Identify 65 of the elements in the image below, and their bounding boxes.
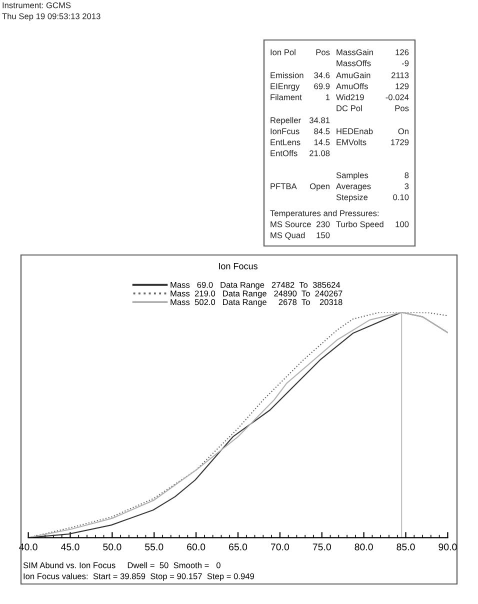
text: Repeller xyxy=(270,117,301,125)
text: 0.10 xyxy=(393,194,409,200)
text: Averages xyxy=(336,183,371,191)
x-tick-label: 75.0 xyxy=(312,544,331,550)
x-tick-label: 55.0 xyxy=(145,544,164,550)
text: AmuGain xyxy=(336,72,370,78)
text: PFTBA xyxy=(270,183,297,190)
text: 129 xyxy=(396,83,409,90)
text: DC Pol xyxy=(336,105,362,112)
text: 34.81 xyxy=(309,117,330,124)
text: EntLens xyxy=(270,139,300,146)
text: 69.9 xyxy=(314,83,330,90)
text: IonFcus xyxy=(270,128,300,134)
text: Stepsize xyxy=(336,194,368,202)
text: 100 xyxy=(396,221,409,228)
text: 126 xyxy=(396,49,409,56)
text: AmuOffs xyxy=(336,83,368,90)
x-tick-label: 45.0 xyxy=(61,544,80,550)
x-tick-label: 60.0 xyxy=(187,544,206,550)
legend-label: Mass 502.0 Data Range 2678 To 20318 xyxy=(170,299,342,307)
text: EMVolts xyxy=(336,139,366,146)
text: SIM Abund vs. Ion Focus Dwell = 50 Smooth = 0 xyxy=(23,562,220,568)
text: 150 xyxy=(316,232,330,238)
text: Turbo Speed xyxy=(336,221,384,229)
x-tick-label: 85.0 xyxy=(396,544,415,550)
text: 3 xyxy=(404,183,409,190)
text: 2113 xyxy=(391,72,409,78)
text: 230 xyxy=(316,221,330,228)
legend-label: Mass 219.0 Data Range 24890 To 240267 xyxy=(170,290,342,298)
text: Pos xyxy=(395,105,409,112)
text: 1 xyxy=(326,94,330,100)
chart-title: Ion Focus xyxy=(219,263,258,270)
text: On xyxy=(398,128,408,134)
text: MassOffs xyxy=(336,60,371,66)
text: -0.024 xyxy=(386,94,409,100)
text: 21.08 xyxy=(310,150,330,156)
text: Ion Focus values: Start = 39.859 Stop = 90.157 Step = 0.949 xyxy=(24,573,254,581)
text: MS Source xyxy=(270,221,311,228)
text: MS Quad xyxy=(270,232,305,240)
text: Samples xyxy=(336,172,368,180)
text: Ion Pol xyxy=(270,49,296,56)
text: Filament xyxy=(270,94,302,100)
text: MassGain xyxy=(336,49,373,56)
x-tick-label: 50.0 xyxy=(103,544,122,550)
x-tick-label: 70.0 xyxy=(270,544,290,550)
text: 8 xyxy=(404,172,409,178)
text: Wid219 xyxy=(336,94,364,100)
text: Instrument: GCMS xyxy=(2,2,71,8)
x-tick-label: 80.0 xyxy=(354,544,373,550)
text: 1729 xyxy=(391,139,409,146)
text: Pos xyxy=(316,49,330,56)
text: 34.6 xyxy=(314,72,330,78)
text: Temperatures and Pressures: xyxy=(270,210,379,218)
text: Thu Sep 19 09:53:13 2013 xyxy=(2,13,100,21)
text: 14.5 xyxy=(314,139,330,146)
text: Open xyxy=(310,183,330,191)
text: 84.5 xyxy=(314,128,330,134)
text: HEDEnab xyxy=(336,128,373,134)
text: -9 xyxy=(402,60,409,66)
legend-label: Mass 69.0 Data Range 27482 To 385624 xyxy=(170,282,340,290)
text: Emission xyxy=(270,72,304,78)
text: EIEnrgy xyxy=(270,83,300,91)
text: EntOffs xyxy=(270,150,298,156)
x-tick-label: 65.0 xyxy=(229,544,248,550)
x-tick-label: 90.0 xyxy=(438,544,457,550)
